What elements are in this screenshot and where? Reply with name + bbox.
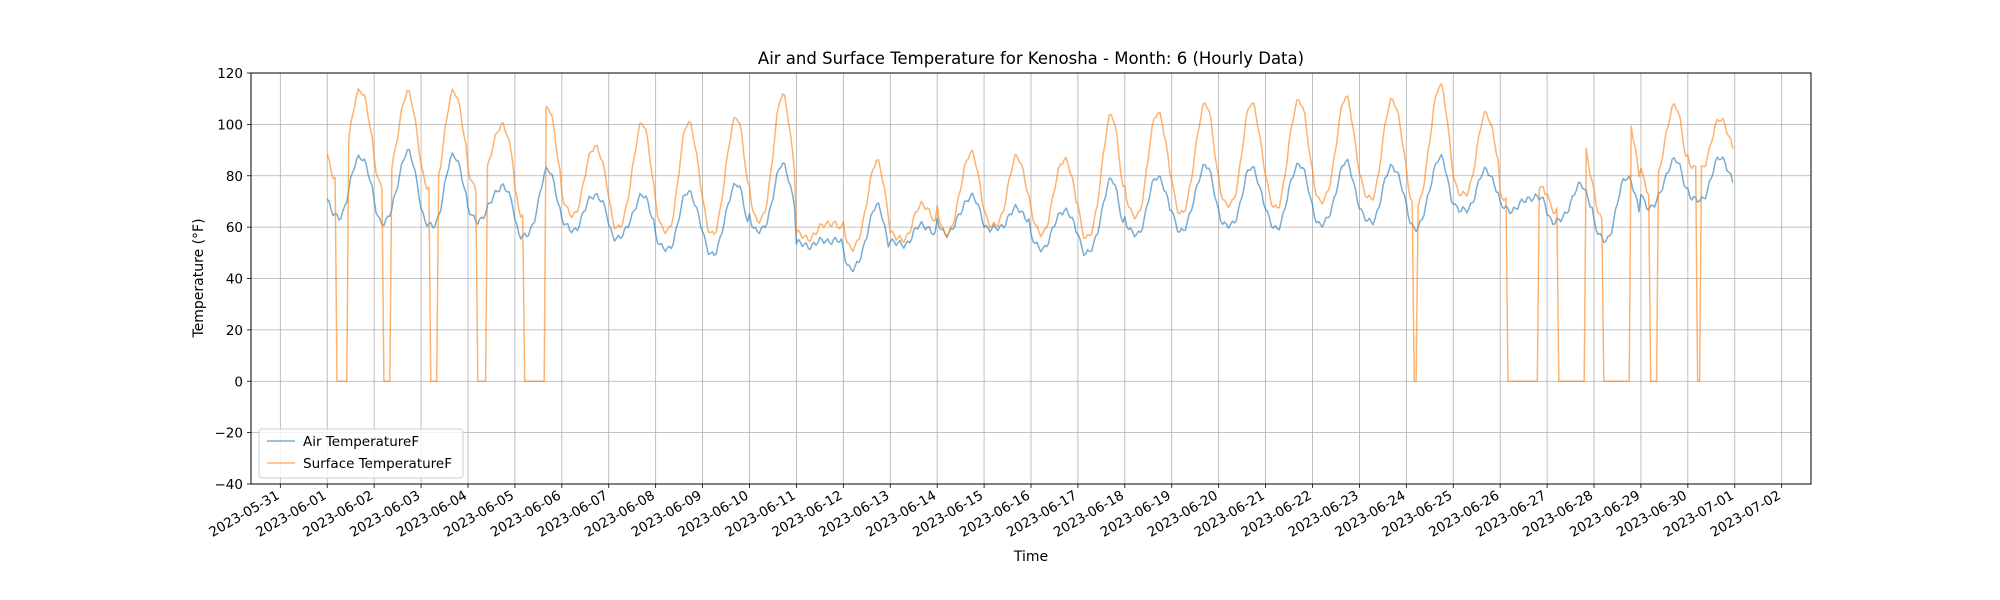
y-tick-label: 20 xyxy=(226,323,243,339)
y-tick-label: 100 xyxy=(217,117,243,133)
series-lines xyxy=(326,82,1734,383)
y-axis-label: Temperature (°F) xyxy=(191,218,207,338)
chart-title: Air and Surface Temperature for Kenosha … xyxy=(758,49,1304,68)
y-axis: −40 −20 0 20 40 60 80 100 120 xyxy=(215,66,251,493)
legend: Air TemperatureF Surface TemperatureF xyxy=(258,428,464,479)
x-axis: 2023-05-312023-06-012023-06-022023-06-03… xyxy=(206,484,1784,541)
y-tick-label: 120 xyxy=(217,66,243,82)
legend-box xyxy=(258,428,464,479)
y-tick-label: 60 xyxy=(226,220,243,236)
y-tick-label: 0 xyxy=(234,374,243,390)
legend-label-air: Air TemperatureF xyxy=(303,434,419,450)
air-temperature-line xyxy=(326,148,1734,273)
y-tick-label: 80 xyxy=(226,169,243,185)
gridlines xyxy=(251,72,1811,485)
y-tick-label: 40 xyxy=(226,272,243,288)
y-tick-label: −20 xyxy=(215,426,244,442)
x-axis-label: Time xyxy=(1013,549,1048,565)
surface-temperature-line xyxy=(326,82,1734,383)
legend-label-surface: Surface TemperatureF xyxy=(303,456,452,472)
y-tick-label: −40 xyxy=(215,477,244,493)
